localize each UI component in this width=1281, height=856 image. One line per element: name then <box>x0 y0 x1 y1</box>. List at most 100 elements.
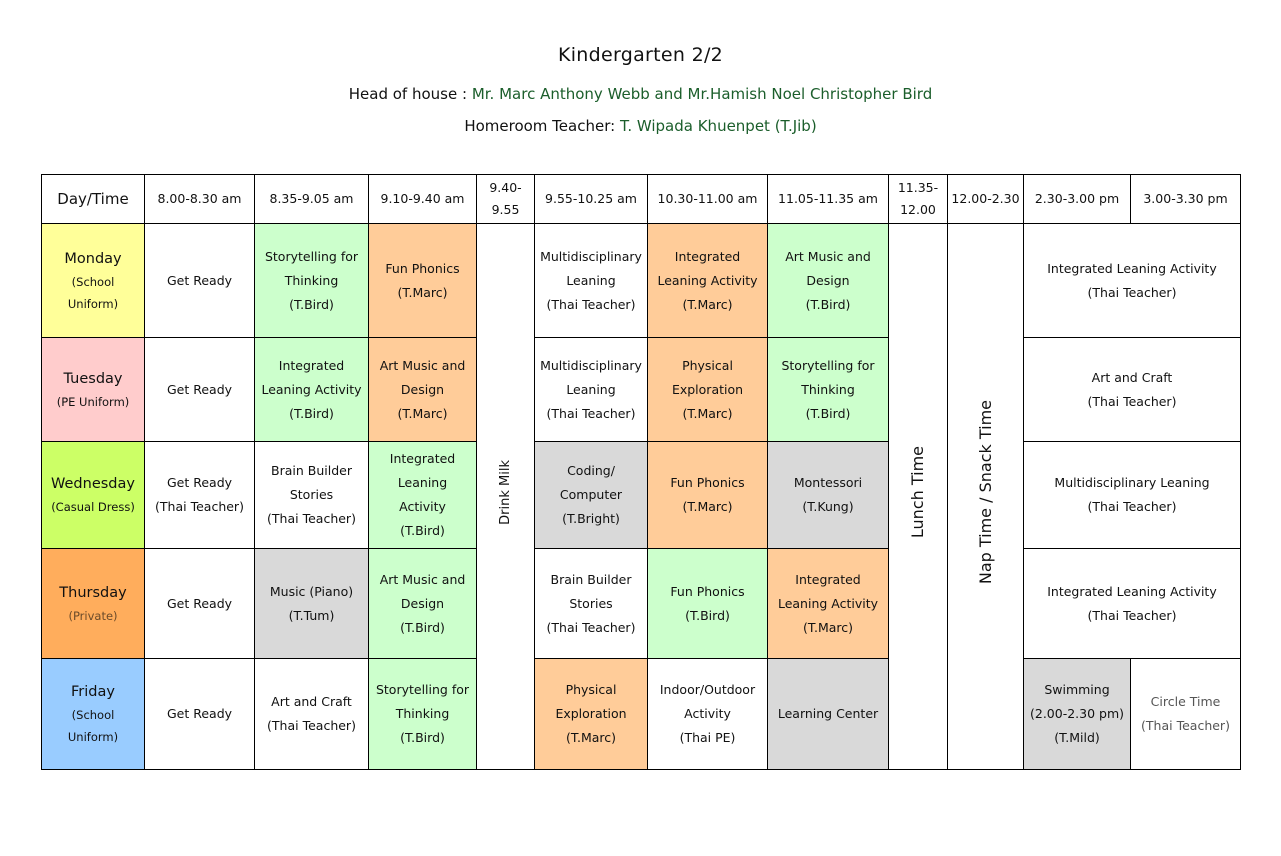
lunch-time-cell: Lunch Time <box>888 223 948 770</box>
lesson-line: (T.Marc) <box>565 730 617 745</box>
lesson-cell: Circle Time (Thai Teacher) <box>1130 658 1241 770</box>
lesson-line: Integrated <box>278 357 345 373</box>
lesson-cell: Integrated Leaning Activity (T.Marc) <box>767 548 889 659</box>
day-cell-thursday: Thursday (Private) <box>41 548 145 659</box>
time-header: 2.30-3.00 pm <box>1023 174 1131 224</box>
lesson-line: (Thai Teacher) <box>267 511 356 526</box>
time-header: 9.10-9.40 am <box>368 174 477 224</box>
homeroom-name: T. Wipada Khuenpet (T.Jib) <box>619 117 817 135</box>
lesson-line: Leaning Activity <box>777 595 879 611</box>
lesson-cell: Swimming (2.00-2.30 pm) (T.Mild) <box>1023 658 1131 770</box>
row-tuesday: Tuesday (PE Uniform) Get Ready Integrate… <box>41 337 1241 442</box>
lesson-line: Stories <box>289 487 334 502</box>
lesson-line: (T.Bird) <box>400 523 445 538</box>
day-name: Thursday <box>59 584 127 601</box>
lesson-cell: Get Ready <box>144 223 255 338</box>
lesson-line: Art Music and <box>379 571 466 587</box>
row-wednesday: Wednesday (Casual Dress) Get Ready (Thai… <box>41 441 1241 549</box>
lesson-line: (Thai Teacher) <box>546 405 636 421</box>
lesson-cell: Learning Center <box>767 658 889 770</box>
day-cell-friday: Friday (School Uniform) <box>41 658 145 770</box>
time-header: 8.00-8.30 am <box>144 174 255 224</box>
lesson-line: Storytelling for <box>781 357 875 373</box>
lesson-cell: Integrated Leaning Activity (Thai Teache… <box>1023 548 1241 659</box>
lesson-line: (Thai Teacher) <box>1141 718 1230 733</box>
drink-milk-label: Drink Milk <box>497 460 513 525</box>
row-friday: Friday (School Uniform) Get Ready Art an… <box>41 658 1241 770</box>
lesson-line: Leaning <box>397 475 448 490</box>
lesson-line: Thinking <box>395 706 450 721</box>
lesson-cell: Art and Craft (Thai Teacher) <box>1023 337 1241 442</box>
lesson-line: (Thai Teacher) <box>267 718 356 733</box>
lesson-cell: Integrated Leaning Activity (T.Marc) <box>647 223 768 338</box>
lesson-line: (T.Bird) <box>289 405 334 421</box>
lesson-cell: Art Music and Design (T.Marc) <box>368 337 477 442</box>
timetable: Day/Time 8.00-8.30 am 8.35-9.05 am 9.10-… <box>41 174 1241 770</box>
lesson-cell: Brain Builder Stories (Thai Teacher) <box>534 548 648 659</box>
lesson-line: Leaning <box>566 381 616 397</box>
time-header: 9.40- 9.55 <box>476 174 535 224</box>
nap-time-cell: Nap Time / Snack Time <box>947 223 1024 770</box>
lesson-line: (T.Marc) <box>682 405 733 421</box>
lesson-line: Design <box>806 272 850 288</box>
lesson-cell: Art and Craft (Thai Teacher) <box>254 658 369 770</box>
lesson-cell: Get Ready <box>144 337 255 442</box>
time-header: 11.35- 12.00 <box>888 174 948 224</box>
lesson-line: Storytelling for <box>375 682 470 697</box>
lesson-line: (Thai Teacher) <box>1087 499 1177 514</box>
lesson-line: (Thai Teacher) <box>546 296 636 312</box>
lesson-line: Storytelling for <box>264 248 359 264</box>
day-name: Tuesday <box>63 370 123 387</box>
lesson-line: (T.Bright) <box>562 511 620 526</box>
time-header: 10.30-11.00 am <box>647 174 768 224</box>
time-header-line: 9.55 <box>491 202 520 217</box>
time-header-line: 12.00 <box>900 202 936 217</box>
lesson-cell: Multidisciplinary Leaning (Thai Teacher) <box>534 223 648 338</box>
time-header-line: 11.35- <box>897 180 939 195</box>
lesson-cell: Storytelling for Thinking (T.Bird) <box>767 337 889 442</box>
lesson-cell: Get Ready <box>144 658 255 770</box>
lesson-line: Fun Phonics <box>670 583 745 599</box>
lesson-line: (T.Marc) <box>682 296 733 312</box>
lesson-line: Integrated Leaning Activity <box>1047 583 1217 599</box>
lesson-line: Circle Time <box>1150 694 1221 709</box>
lesson-cell: Fun Phonics (T.Marc) <box>368 223 477 338</box>
lesson-line: Leaning <box>566 272 616 288</box>
page-title: Kindergarten 2/2 <box>557 44 724 66</box>
lesson-cell: Integrated Leaning Activity (T.Bird) <box>254 337 369 442</box>
lesson-line: Music (Piano) <box>269 583 354 599</box>
lesson-cell: Storytelling for Thinking (T.Bird) <box>254 223 369 338</box>
day-dress: (School <box>71 274 115 289</box>
lesson-line: (Thai Teacher) <box>1087 284 1177 300</box>
lesson-line: (Thai Teacher) <box>1087 393 1177 409</box>
lesson-line: (T.Bird) <box>400 730 445 745</box>
lesson-cell: Brain Builder Stories (Thai Teacher) <box>254 441 369 549</box>
lesson-line: Art and Craft <box>1091 369 1173 385</box>
lesson-line: (T.Marc) <box>397 405 448 421</box>
head-of-house-names: Mr. Marc Anthony Webb and Mr.Hamish Noel… <box>471 85 933 103</box>
day-dress: (School <box>71 708 115 722</box>
lesson-line: (T.Bird) <box>805 405 851 421</box>
lesson-line: (T.Marc) <box>802 619 854 635</box>
header-row: Day/Time 8.00-8.30 am 8.35-9.05 am 9.10-… <box>41 174 1241 224</box>
row-thursday: Thursday (Private) Get Ready Music (Pian… <box>41 548 1241 659</box>
time-header: 9.55-10.25 am <box>534 174 648 224</box>
lesson-line: Art Music and <box>785 248 871 264</box>
lesson-line: Brain Builder <box>550 571 632 587</box>
lesson-line: Exploration <box>671 381 744 397</box>
head-of-house-label: Head of house : <box>348 85 468 103</box>
lesson-line: Thinking <box>801 381 855 397</box>
lesson-cell: Art Music and Design (T.Bird) <box>368 548 477 659</box>
lesson-line: (T.Marc) <box>397 284 448 300</box>
lesson-line: Montessori <box>793 475 863 490</box>
lesson-line: Multidisciplinary <box>540 357 642 373</box>
lesson-line: Thinking <box>284 272 339 288</box>
lesson-cell: Get Ready (Thai Teacher) <box>144 441 255 549</box>
lesson-line: Integrated Leaning Activity <box>1047 260 1217 276</box>
day-name: Friday <box>71 684 115 700</box>
row-monday: Monday (School Uniform) Get Ready Storyt… <box>41 223 1241 770</box>
lesson-line: Leaning Activity <box>657 272 758 288</box>
lesson-cell: Montessori (T.Kung) <box>767 441 889 549</box>
lesson-cell: Art Music and Design (T.Bird) <box>767 223 889 338</box>
lesson-line: (T.Bird) <box>400 619 445 635</box>
